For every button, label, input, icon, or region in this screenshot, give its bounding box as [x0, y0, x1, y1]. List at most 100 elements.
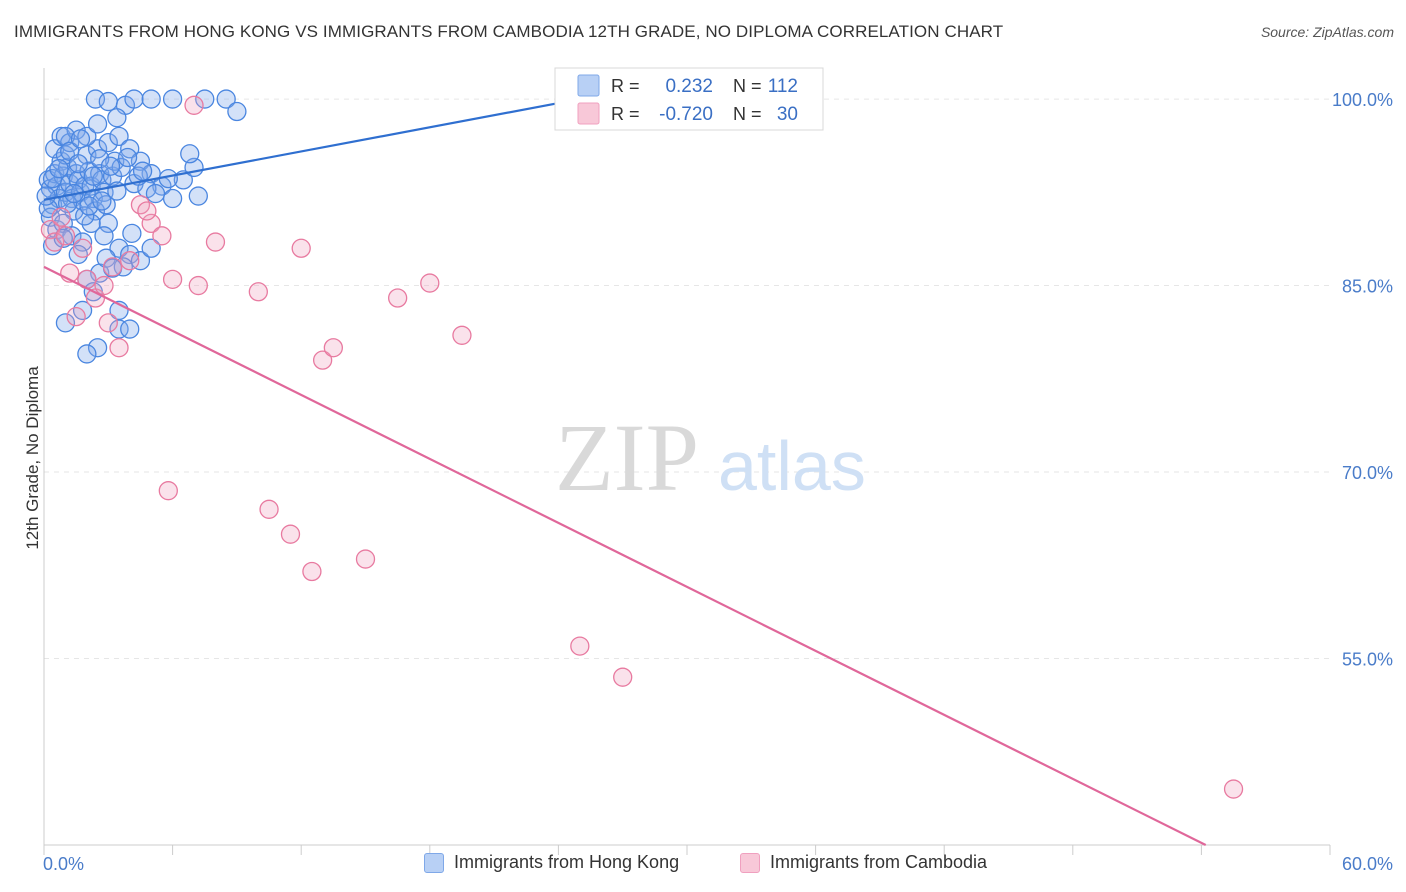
- cambodia-point: [302, 561, 322, 582]
- stats-swatch-hong-kong: [577, 74, 600, 97]
- hong-kong-point: [36, 186, 56, 206]
- hong-kong-point: [70, 129, 91, 149]
- cambodia-point: [205, 232, 226, 252]
- chart-title: IMMIGRANTS FROM HONG KONG VS IMMIGRANTS …: [14, 22, 1004, 41]
- trend-line-hong-kong: [43, 97, 581, 201]
- hong-kong-point: [75, 206, 95, 226]
- x-tick-labels: 0.0% 60.0%: [43, 854, 1393, 874]
- cambodia-point: [158, 481, 178, 501]
- cambodia-point: [248, 282, 268, 302]
- hong-kong-point: [98, 91, 118, 112]
- y-axis-label: 12th Grade, No Diploma: [23, 366, 42, 550]
- legend-label-hong-kong: Immigrants from Hong Kong: [454, 852, 680, 872]
- legend-item-cambodia[interactable]: Immigrants from Cambodia: [740, 852, 987, 873]
- hong-kong-point: [68, 154, 88, 174]
- cambodia-point: [152, 226, 172, 246]
- axes: [43, 68, 1331, 855]
- cambodia-point: [120, 251, 140, 271]
- hong-kong-point: [55, 126, 76, 147]
- hong-kong-point: [109, 126, 129, 147]
- stats-legend: R = 0.232 N = 112 R = -0.720 N = 30: [554, 67, 824, 131]
- y-tick-label-3: 55.0%: [1342, 650, 1393, 670]
- hong-kong-point: [180, 144, 200, 164]
- hong-kong-point: [72, 232, 93, 252]
- cambodia-point: [323, 338, 344, 358]
- hong-kong-point: [83, 166, 103, 186]
- hong-kong-point: [66, 120, 86, 140]
- stats-r-label-1: R =: [611, 76, 640, 96]
- hong-kong-point: [49, 159, 69, 179]
- y-tick-labels: 100.0% 85.0% 70.0% 55.0%: [1332, 90, 1393, 669]
- stats-r-label-2: R =: [611, 104, 640, 124]
- y-tick-label-2: 70.0%: [1342, 463, 1393, 483]
- hong-kong-point: [162, 89, 183, 109]
- cambodia-point: [570, 636, 590, 656]
- hong-kong-point: [132, 161, 153, 181]
- cambodia-point: [387, 288, 408, 308]
- hong-kong-point: [195, 89, 215, 109]
- cambodia-point: [102, 257, 123, 277]
- cambodia-point: [452, 325, 472, 345]
- cambodia-point: [355, 549, 376, 569]
- cambodia-point: [613, 667, 633, 687]
- x-tick-min: 0.0%: [43, 854, 84, 874]
- hong-kong-point: [216, 89, 236, 109]
- hong-kong-point: [100, 156, 121, 176]
- cambodia-point: [137, 201, 157, 221]
- stats-n-value-1: 112: [768, 76, 798, 97]
- watermark-atlas: atlas: [718, 427, 866, 505]
- cambodia-point: [312, 350, 333, 370]
- hong-kong-point: [94, 226, 114, 246]
- hong-kong-point: [145, 183, 166, 204]
- hong-kong-point: [98, 213, 118, 234]
- cambodia-point: [51, 207, 71, 227]
- legend-label-cambodia: Immigrants from Cambodia: [770, 852, 988, 872]
- trend-line-cambodia: [43, 265, 1207, 846]
- series-hong-kong: [36, 89, 247, 364]
- hong-kong-point: [87, 114, 108, 134]
- stats-legend-box: [554, 67, 824, 131]
- stats-n-value-2: 30: [777, 104, 798, 125]
- stats-r-value-1: 0.232: [665, 76, 713, 97]
- hong-kong-point: [107, 108, 127, 128]
- hong-kong-point: [141, 89, 161, 109]
- cambodia-point: [188, 275, 208, 296]
- cambodia-point: [141, 213, 161, 234]
- cambodia-point: [94, 275, 114, 296]
- cambodia-point: [291, 238, 311, 258]
- hong-kong-point: [124, 89, 144, 109]
- x-tick-max: 60.0%: [1342, 854, 1393, 874]
- stats-n-label-2: N =: [733, 104, 762, 124]
- stats-n-label-1: N =: [733, 76, 762, 96]
- legend-item-hong-kong[interactable]: Immigrants from Hong Kong: [424, 852, 679, 873]
- watermark: ZIP atlas: [555, 404, 866, 511]
- hong-kong-point: [87, 338, 108, 358]
- hong-kong-point: [98, 132, 118, 153]
- hong-kong-point: [92, 191, 112, 211]
- hong-kong-point: [227, 101, 247, 122]
- hong-kong-point: [85, 201, 106, 221]
- series-cambodia: [40, 95, 1244, 799]
- hong-kong-point: [120, 319, 140, 339]
- stats-swatch-cambodia: [577, 102, 600, 125]
- trend-lines: [43, 97, 1207, 846]
- cambodia-point: [162, 269, 183, 289]
- stats-r-value-2: -0.720: [659, 104, 713, 125]
- hong-kong-point: [162, 188, 183, 209]
- cambodia-point: [1223, 779, 1244, 799]
- hong-kong-point: [77, 344, 97, 364]
- source-label: Source: ZipAtlas.com: [1260, 24, 1394, 40]
- cambodia-point: [420, 273, 440, 293]
- hong-kong-point: [122, 223, 142, 243]
- cambodia-point: [98, 313, 118, 333]
- hong-kong-point: [42, 168, 63, 189]
- hong-kong-point: [120, 244, 140, 265]
- gridlines: [44, 98, 1330, 660]
- cambodia-point: [259, 499, 279, 519]
- hong-kong-point: [141, 238, 161, 258]
- legend-swatch-hong-kong: [424, 852, 444, 873]
- watermark-zip: ZIP: [555, 404, 699, 511]
- bottom-legend: Immigrants from Hong Kong Immigrants fro…: [0, 852, 1406, 878]
- cambodia-point: [66, 306, 86, 327]
